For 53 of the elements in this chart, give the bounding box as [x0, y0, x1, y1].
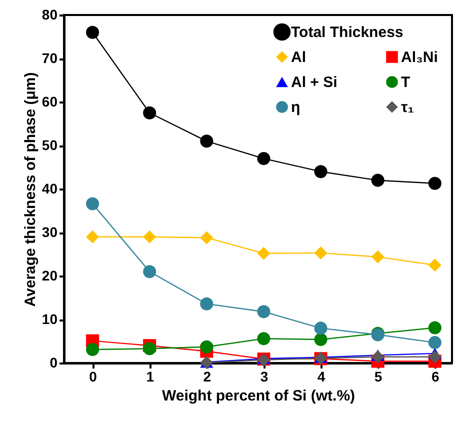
point — [200, 340, 214, 354]
x-tick-label: 3 — [260, 368, 268, 384]
point — [314, 165, 328, 178]
point — [143, 265, 156, 278]
legend-label: Al — [291, 49, 306, 66]
point — [143, 230, 156, 244]
point — [314, 246, 328, 260]
y-tick-label: 0 — [50, 354, 58, 370]
y-axis-title: Average thickness of phase (μm) — [22, 72, 39, 307]
point — [428, 321, 442, 334]
x-tick-label: 2 — [203, 368, 212, 384]
legend-label: τ₁ — [401, 99, 414, 116]
point — [371, 174, 384, 187]
x-tick-label: 1 — [146, 368, 154, 384]
point — [257, 332, 270, 346]
x-axis-title: Weight percent of Si (wt.%) — [162, 388, 356, 404]
point — [371, 350, 384, 364]
point — [257, 305, 270, 318]
point — [86, 230, 100, 244]
x-tick-label: 0 — [89, 368, 98, 384]
point — [200, 134, 214, 148]
y-tick-label: 10 — [42, 311, 58, 327]
point — [428, 176, 442, 190]
point — [143, 106, 156, 120]
point — [200, 231, 214, 244]
legend-label: Al₃Ni — [401, 49, 438, 66]
legend-label: Total Thickness — [291, 24, 404, 41]
x-tick-label: 4 — [317, 368, 326, 384]
point — [257, 246, 270, 260]
point — [314, 333, 328, 346]
x-tick-label: 5 — [374, 368, 382, 384]
point — [143, 342, 156, 356]
point — [86, 26, 100, 39]
y-tick-label: 40 — [42, 180, 58, 196]
y-tick-label: 50 — [42, 137, 58, 153]
y-tick-label: 60 — [42, 94, 58, 110]
point — [86, 343, 100, 356]
point — [428, 336, 442, 350]
x-tick-label: 6 — [431, 368, 440, 384]
legend-label: Al + Si — [291, 74, 338, 91]
point — [314, 322, 328, 335]
point — [257, 152, 270, 166]
legend-label: T — [401, 74, 410, 91]
y-tick-label: 30 — [42, 224, 58, 240]
legend-label: η — [291, 99, 300, 116]
point — [86, 197, 100, 210]
y-tick-label: 20 — [42, 268, 58, 284]
point — [200, 297, 214, 310]
y-tick-label: 80 — [42, 6, 58, 22]
point — [428, 258, 442, 272]
point — [371, 250, 384, 264]
y-tick-label: 70 — [42, 50, 58, 66]
point — [428, 350, 442, 364]
